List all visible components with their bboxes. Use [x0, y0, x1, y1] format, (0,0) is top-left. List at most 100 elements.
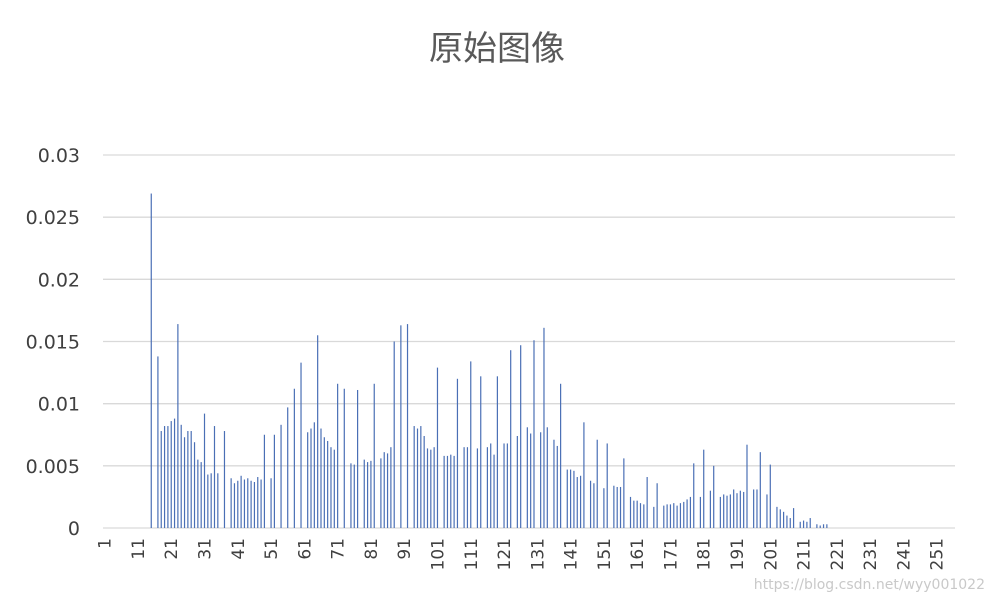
bar: [443, 455, 445, 528]
bar: [533, 340, 535, 528]
bar: [579, 475, 582, 528]
bar: [423, 435, 425, 528]
bar: [566, 469, 568, 528]
bar: [300, 362, 302, 528]
bar: [280, 424, 282, 528]
bar: [313, 422, 315, 528]
x-tick-label: 211: [795, 538, 815, 570]
bar: [223, 431, 226, 528]
bar: [766, 494, 768, 528]
bar: [496, 376, 498, 528]
bar: [217, 473, 219, 528]
bar: [240, 475, 242, 528]
bar: [167, 426, 169, 528]
x-tick-label: 111: [462, 538, 482, 570]
bar: [816, 524, 818, 528]
bar: [603, 488, 605, 528]
bar: [606, 443, 608, 528]
bar: [237, 480, 239, 528]
y-tick-label: 0.015: [26, 332, 80, 354]
bar: [416, 428, 419, 528]
x-tick-label: 181: [695, 538, 715, 570]
bar: [596, 439, 598, 528]
bar: [616, 486, 618, 528]
bar: [366, 462, 369, 528]
bar: [653, 506, 655, 528]
bar: [173, 418, 176, 528]
bar: [506, 443, 508, 528]
bar: [753, 489, 755, 528]
y-axis-ticks: 0 0.005 0.01 0.015 0.02 0.025 0.03: [26, 145, 80, 540]
x-tick-label: 1: [96, 538, 116, 549]
bar: [337, 383, 339, 528]
bar: [350, 463, 352, 528]
bar: [393, 341, 395, 528]
bar: [476, 448, 479, 528]
bar: [317, 335, 319, 528]
bar: [333, 449, 335, 528]
bar: [629, 496, 632, 528]
bar: [703, 449, 705, 528]
bar: [530, 433, 532, 528]
x-axis-ticks: 1 11 21 31 41 51 61 71 81 91 101 111 121 131 141 151 161…: [96, 538, 948, 570]
bar: [726, 495, 728, 528]
bar: [470, 361, 472, 528]
bar: [150, 193, 152, 528]
bar: [426, 448, 429, 528]
x-tick-label: 121: [495, 538, 515, 570]
bar: [589, 480, 592, 528]
bar: [613, 485, 615, 528]
bar: [197, 459, 199, 528]
bar: [723, 494, 725, 528]
bar: [453, 455, 455, 528]
bar: [263, 434, 266, 528]
bar: [759, 452, 761, 528]
bar-layer: [150, 193, 828, 528]
bar: [709, 490, 711, 528]
bar: [343, 388, 345, 528]
x-tick-label: 61: [295, 538, 315, 560]
bar: [786, 515, 788, 528]
bar: [363, 459, 365, 528]
bar: [420, 426, 422, 528]
bar: [293, 388, 295, 528]
bar: [556, 445, 558, 528]
bar: [783, 511, 785, 528]
bar: [739, 490, 741, 528]
bar: [699, 496, 701, 528]
bar: [456, 378, 459, 528]
bar: [713, 465, 715, 528]
bar: [809, 518, 811, 528]
bar: [693, 463, 695, 528]
x-tick-label: 191: [728, 538, 748, 570]
bar: [430, 449, 432, 528]
bar: [806, 521, 808, 528]
bar: [390, 447, 392, 528]
bar: [733, 489, 735, 528]
x-tick-label: 51: [262, 538, 282, 560]
bar: [436, 367, 439, 528]
bar: [503, 443, 505, 528]
bar: [683, 501, 685, 528]
bar: [257, 477, 259, 528]
bar: [157, 356, 159, 528]
bar: [826, 524, 828, 528]
x-tick-label: 241: [894, 538, 914, 570]
bar: [187, 431, 189, 528]
bar: [213, 426, 216, 528]
bar: [383, 452, 385, 528]
bar: [639, 503, 642, 528]
bar: [526, 427, 528, 528]
bar: [729, 494, 731, 528]
bar: [406, 324, 409, 528]
bar: [323, 437, 325, 528]
bar: [307, 432, 309, 528]
bar: [676, 505, 678, 528]
y-tick-label: 0.005: [26, 456, 80, 478]
bar: [203, 413, 206, 528]
bar: [177, 324, 179, 528]
bar: [633, 500, 635, 528]
bar: [686, 499, 688, 528]
bar: [666, 504, 668, 528]
